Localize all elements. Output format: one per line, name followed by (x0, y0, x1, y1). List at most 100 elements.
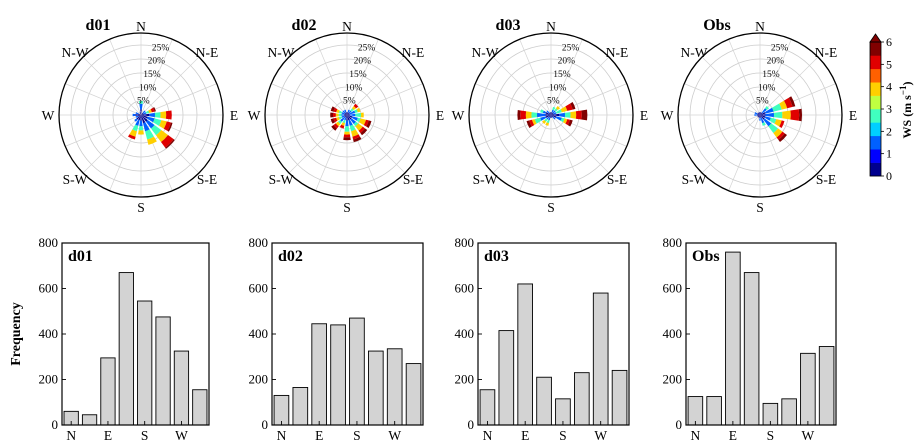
rose-sector (160, 134, 174, 148)
rose-sector (348, 110, 352, 114)
rose-ring-label: 20% (558, 57, 576, 67)
rose-sector (141, 113, 150, 117)
rose-sector (344, 115, 347, 118)
rose-sector (551, 115, 554, 118)
rose-sector (140, 115, 142, 121)
x-tick-label: E (521, 428, 529, 443)
rose-ring-label: 20% (767, 57, 785, 67)
rose-spoke (701, 56, 761, 116)
colorbar-label: WS (m s−1) (898, 82, 914, 139)
x-tick-label: N (66, 428, 76, 443)
rose-sector (541, 119, 547, 125)
rose-direction-label: E (230, 108, 238, 123)
rose-direction-label: N-W (62, 45, 89, 60)
rose-spoke (65, 83, 142, 116)
rose-spoke (140, 39, 173, 116)
y-tick-label: 200 (249, 372, 269, 387)
rose-sector (135, 114, 141, 116)
rose-sector (534, 117, 542, 124)
rose-sector (526, 120, 532, 128)
rose-sector (549, 115, 551, 118)
rose-sector (564, 112, 571, 118)
rose-ring-label: 10% (758, 83, 776, 93)
rose-sector (167, 122, 173, 132)
colorbar-segment (870, 82, 881, 96)
y-tick-label: 800 (663, 235, 683, 250)
rose-sector (757, 113, 760, 115)
colorbar-segment (870, 109, 881, 123)
rose-sector (344, 109, 347, 113)
y-tick-label: 400 (455, 326, 475, 341)
rose-sector (338, 116, 343, 120)
rose-sector (341, 115, 345, 118)
rose-sector (759, 112, 761, 115)
rose-sector (132, 124, 139, 132)
rose-sector (135, 119, 140, 126)
y-tick-label: 600 (249, 281, 269, 296)
rose-spoke (475, 83, 552, 116)
rose-ring-label: 10% (345, 83, 363, 93)
rose-direction-label: S (756, 200, 764, 215)
rose-sector (353, 121, 359, 127)
rose-sector (356, 117, 361, 123)
rose-sector (341, 122, 345, 126)
wind-rose-d03: 5% 10% 15% 20% 25% N N-E E S-E S S-W W N-W d03 (452, 17, 649, 215)
colorbar-tick-label: 2 (886, 124, 892, 138)
colorbar-tick-label: 5 (886, 57, 892, 71)
rose-title: d03 (496, 17, 521, 34)
x-tick-label: E (315, 428, 323, 443)
rose-sector (760, 114, 766, 116)
rose-sector (346, 115, 348, 121)
rose-sector (774, 119, 782, 127)
rose-sector (548, 115, 551, 118)
rose-sector (520, 110, 527, 120)
rose-sector (565, 103, 573, 111)
rose-sector (135, 115, 139, 118)
rose-sector (768, 123, 779, 134)
colorbar-tick-label: 0 (886, 169, 892, 183)
rose-sector (136, 115, 141, 120)
rose-title: d02 (292, 17, 317, 34)
rose-direction-label: S-W (269, 172, 294, 187)
rose-sector (757, 115, 760, 118)
rose-spoke (701, 114, 761, 174)
rose-sector (551, 113, 560, 117)
rose-sector (546, 116, 550, 120)
rose-sector (147, 136, 157, 145)
rose-sector (550, 112, 552, 115)
rose-sector (336, 109, 340, 113)
rose-direction-label: N-E (815, 45, 838, 60)
rose-sector (349, 110, 356, 115)
y-tick-label: 400 (39, 326, 59, 341)
x-tick-label: E (104, 428, 112, 443)
colorbar-tick-label: 3 (886, 102, 892, 116)
rose-direction-label: N-W (268, 45, 295, 60)
rose-sector (761, 108, 767, 114)
rose-sector (553, 112, 557, 115)
x-tick-label: W (594, 428, 607, 443)
rose-sector (344, 115, 347, 117)
y-tick-label: 800 (249, 235, 269, 250)
rose-ring-label: 20% (148, 57, 166, 67)
rose-sector (360, 128, 368, 136)
rose-sector (331, 124, 338, 131)
rose-sector (138, 115, 141, 121)
rose-sector (347, 115, 353, 118)
rose-spoke (728, 114, 761, 191)
rose-sector (143, 112, 147, 115)
rose-sector (757, 115, 760, 117)
colorbar-segment (870, 55, 881, 70)
rose-sector (570, 111, 577, 119)
rose-sector (341, 112, 345, 115)
rose-direction-label: W (42, 108, 55, 123)
rose-sector (138, 113, 141, 115)
rose-sector (517, 110, 521, 120)
rose-direction-label: N-E (606, 45, 629, 60)
rose-sector (139, 112, 141, 115)
rose-direction-label: N-W (681, 45, 708, 60)
rose-sector (545, 122, 549, 126)
rose-sector (155, 129, 169, 143)
rose-ring-label: 25% (358, 43, 376, 53)
rose-ring-label: 15% (762, 70, 780, 80)
colorbar: 0 1 2 3 4 5 6 WS (m s−1) (869, 33, 914, 183)
